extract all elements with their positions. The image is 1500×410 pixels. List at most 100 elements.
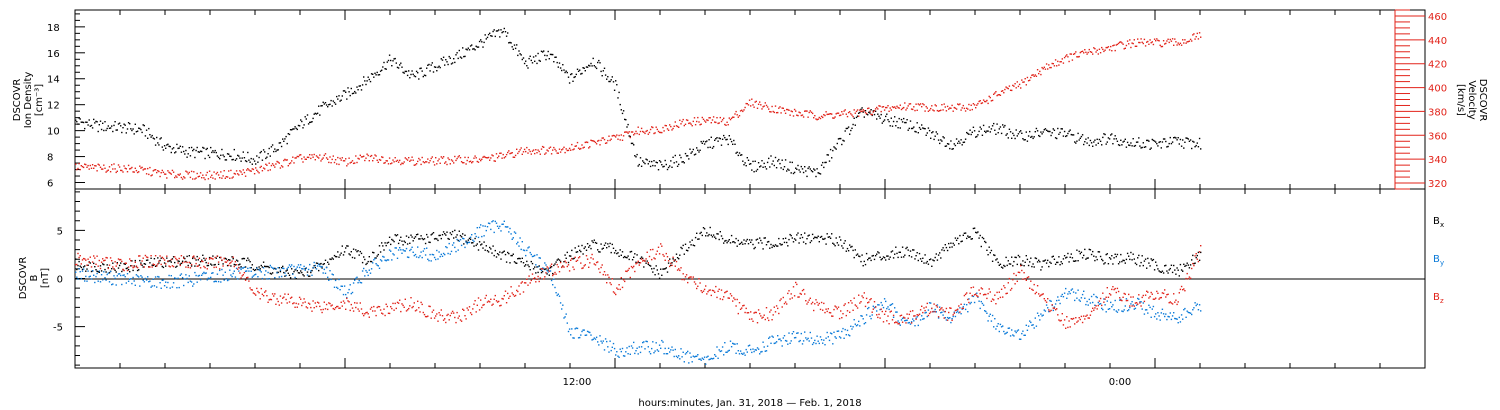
ion-density-point bbox=[1152, 139, 1155, 142]
bz-point bbox=[663, 255, 665, 257]
bx-point bbox=[784, 237, 787, 239]
bz-point bbox=[349, 309, 351, 312]
velocity-point bbox=[723, 117, 725, 119]
by-point bbox=[799, 339, 801, 342]
by-point bbox=[567, 330, 570, 333]
velocity-point bbox=[442, 156, 445, 158]
ion-density-point bbox=[410, 73, 412, 76]
by-point bbox=[143, 281, 145, 283]
by-point bbox=[1097, 301, 1099, 304]
bx-point bbox=[840, 239, 842, 241]
velocity-point bbox=[322, 157, 324, 159]
velocity-point bbox=[503, 157, 505, 159]
bx-point bbox=[1110, 258, 1112, 260]
velocity-point bbox=[925, 105, 927, 108]
bx-point bbox=[454, 229, 456, 232]
ion-density-point bbox=[808, 166, 810, 168]
velocity-point bbox=[293, 162, 295, 164]
bz-point bbox=[171, 265, 174, 267]
bx-point bbox=[843, 242, 845, 244]
by-point bbox=[487, 222, 490, 224]
bx-point bbox=[334, 255, 337, 258]
by-point bbox=[1014, 330, 1016, 332]
velocity-point bbox=[318, 157, 320, 159]
bx-point bbox=[755, 239, 757, 241]
bz-point bbox=[678, 268, 680, 270]
bx-point bbox=[734, 242, 736, 244]
ion-density-point bbox=[413, 75, 415, 77]
velocity-point bbox=[552, 149, 554, 151]
bx-point bbox=[628, 258, 630, 261]
bx-point bbox=[1121, 260, 1123, 263]
bx-point bbox=[844, 240, 846, 242]
by-point bbox=[437, 258, 439, 260]
bx-point bbox=[1088, 248, 1090, 251]
velocity-point bbox=[386, 160, 388, 162]
by-point bbox=[348, 288, 350, 291]
by-point bbox=[253, 274, 256, 276]
velocity-point bbox=[494, 160, 496, 162]
ion-density-point bbox=[311, 121, 313, 123]
bz-point bbox=[940, 308, 942, 310]
bz-point bbox=[936, 306, 939, 308]
ion-density-point bbox=[168, 145, 170, 147]
bx-point bbox=[882, 256, 885, 258]
velocity-point bbox=[734, 113, 736, 115]
bz-point bbox=[545, 272, 547, 274]
bx-point bbox=[582, 253, 584, 255]
ion-density-point bbox=[130, 128, 132, 130]
ion-density-point bbox=[342, 90, 345, 92]
bx-point bbox=[663, 268, 665, 270]
by-point bbox=[214, 280, 216, 282]
velocity-point bbox=[1191, 40, 1193, 42]
by-point bbox=[1196, 303, 1198, 305]
bx-point bbox=[518, 257, 520, 260]
bz-point bbox=[194, 257, 196, 260]
velocity-point bbox=[606, 142, 608, 144]
bx-point bbox=[571, 249, 573, 252]
ion-density-point bbox=[644, 162, 646, 165]
bx-point bbox=[132, 269, 134, 272]
ion-density-point bbox=[666, 168, 669, 171]
bx-point bbox=[793, 238, 796, 240]
ion-density-point bbox=[952, 148, 954, 150]
by-point bbox=[746, 351, 748, 353]
ion-density-point bbox=[563, 69, 565, 71]
bz-point bbox=[190, 263, 193, 266]
ion-density-point bbox=[428, 63, 430, 66]
ion-density-point bbox=[981, 134, 984, 136]
ion-density-point bbox=[341, 95, 343, 97]
bx-point bbox=[1053, 258, 1056, 260]
velocity-point bbox=[185, 170, 187, 172]
bz-point bbox=[937, 316, 940, 318]
by-point bbox=[639, 351, 642, 354]
ion-density-point bbox=[1139, 145, 1141, 147]
bx-point bbox=[577, 245, 580, 247]
ion-density-point bbox=[1024, 139, 1026, 141]
bz-point bbox=[291, 296, 293, 298]
bx-point bbox=[1096, 258, 1098, 261]
bz-point bbox=[257, 290, 259, 293]
ion-density-point bbox=[102, 122, 104, 124]
by-point bbox=[77, 278, 79, 280]
by-point bbox=[864, 322, 867, 324]
velocity-point bbox=[1069, 53, 1071, 55]
ion-density-point bbox=[349, 94, 351, 97]
by-point bbox=[1094, 304, 1096, 306]
bx-point bbox=[89, 262, 91, 264]
velocity-point bbox=[534, 152, 536, 155]
by-point bbox=[99, 281, 102, 283]
velocity-point bbox=[183, 176, 185, 178]
velocity-point bbox=[1093, 47, 1095, 49]
by-point bbox=[946, 316, 949, 319]
bx-point bbox=[1144, 258, 1147, 260]
bx-point bbox=[517, 258, 519, 260]
ion-density-point bbox=[584, 70, 586, 72]
bz-point bbox=[702, 290, 705, 292]
ion-density-point bbox=[568, 82, 571, 84]
by-point bbox=[270, 266, 273, 268]
bx-point bbox=[448, 238, 450, 240]
velocity-point bbox=[181, 178, 184, 180]
ion-density-point bbox=[477, 46, 480, 48]
